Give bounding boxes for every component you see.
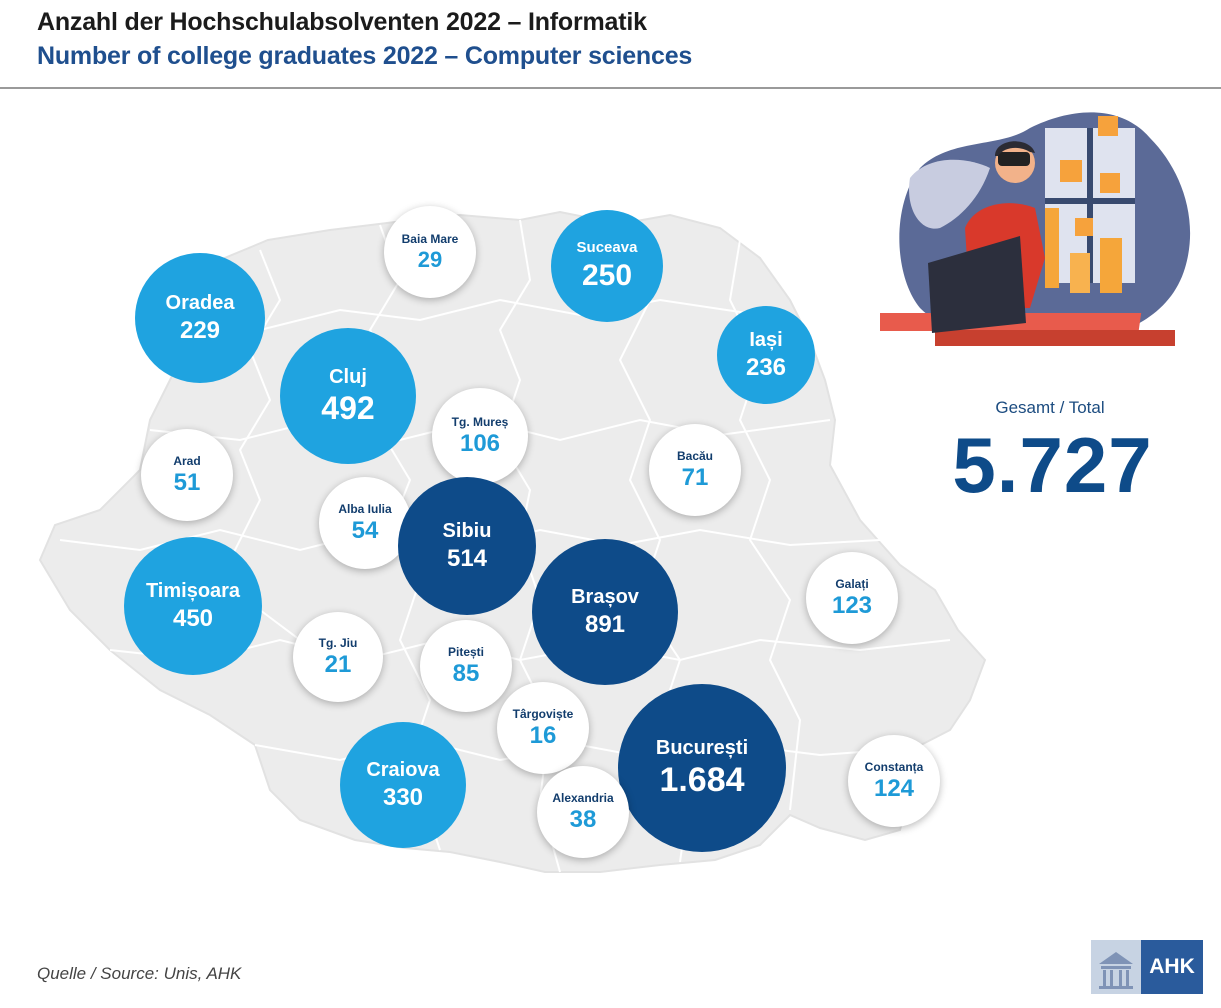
city-bubble: București 1.684	[618, 684, 786, 852]
city-bubble: Craiova 330	[340, 722, 466, 848]
city-name: Galați	[835, 577, 869, 592]
city-bubble: Bacău 71	[649, 424, 741, 516]
graduates-count: 123	[831, 591, 873, 619]
city-bubble: Târgoviște 16	[497, 682, 589, 774]
city-name: Cluj	[329, 365, 367, 388]
graduates-count: 124	[873, 774, 915, 802]
desk-front	[935, 330, 1175, 346]
city-bubble: Tg. Mureș 106	[432, 388, 528, 484]
vr-user-illustration	[880, 112, 1191, 346]
person-hair	[995, 141, 1035, 156]
city-name: Tg. Mureș	[451, 415, 509, 430]
bar-chart-3d-2	[1070, 253, 1090, 293]
city-bubble: Iași 236	[717, 306, 815, 404]
city-name: Suceava	[576, 239, 638, 257]
graduates-count: 229	[179, 316, 221, 344]
city-bubble: Oradea 229	[135, 253, 265, 383]
graduates-count: 38	[569, 805, 597, 833]
graduates-count: 71	[681, 463, 709, 491]
city-name: Târgoviște	[512, 707, 574, 722]
graduates-count: 54	[351, 516, 379, 544]
graduates-count: 492	[321, 389, 375, 426]
city-bubble: Arad 51	[141, 429, 233, 521]
vr-headset-icon	[998, 152, 1030, 166]
city-bubble: Constanța 124	[848, 735, 940, 827]
logo-text: AHK	[1141, 940, 1203, 994]
total-label: Gesamt / Total	[995, 398, 1105, 417]
city-bubble: Cluj 492	[280, 328, 416, 464]
graduates-count: 330	[382, 783, 424, 811]
laptop-screen	[928, 236, 1026, 333]
floating-cube-4	[1075, 218, 1093, 236]
bar-chart-3d-1	[1045, 208, 1059, 288]
city-name: Constanța	[864, 760, 924, 775]
city-name: Alexandria	[552, 791, 614, 806]
ahk-logo: AHK	[1091, 940, 1203, 994]
graduates-count: 514	[446, 544, 488, 572]
window-bar-vertical	[1087, 128, 1093, 283]
city-bubble: Suceava 250	[551, 210, 663, 322]
graduates-count: 29	[417, 246, 443, 272]
city-bubble: Baia Mare 29	[384, 206, 476, 298]
graduates-count: 891	[584, 610, 626, 638]
city-name: Tg. Jiu	[318, 636, 358, 651]
city-bubble: Galați 123	[806, 552, 898, 644]
city-name: Alba Iulia	[338, 502, 392, 517]
graduates-count: 1.684	[659, 760, 745, 799]
city-bubble: Alexandria 38	[537, 766, 629, 858]
graduates-count: 51	[173, 468, 201, 496]
graduates-count: 85	[452, 659, 480, 687]
floating-cube-3	[1100, 173, 1120, 193]
header-divider	[0, 87, 1221, 89]
city-name: Timișoara	[145, 579, 241, 602]
illustration-blob-light	[909, 159, 990, 229]
city-name: Pitești	[447, 645, 484, 660]
title-english: Number of college graduates 2022 – Compu…	[37, 42, 693, 70]
city-name: Oradea	[165, 291, 235, 314]
source-note: Quelle / Source: Unis, AHK	[37, 964, 242, 983]
window-bar-horizontal	[1045, 198, 1135, 204]
graduates-count: 16	[529, 721, 557, 749]
city-name: Arad	[173, 454, 201, 469]
city-name: Sibiu	[442, 519, 492, 542]
graduates-count: 21	[324, 650, 352, 678]
floating-cube-2	[1060, 160, 1082, 182]
city-bubble: Tg. Jiu 21	[293, 612, 383, 702]
city-bubble: Brașov 891	[532, 539, 678, 685]
total-value: 5.727	[952, 421, 1153, 509]
city-name: Brașov	[571, 585, 639, 608]
city-bubble: Pitești 85	[420, 620, 512, 712]
graduates-count: 106	[459, 429, 501, 457]
city-bubble: Alba Iulia 54	[319, 477, 411, 569]
graduates-count: 236	[745, 353, 787, 381]
city-name: Iași	[749, 328, 783, 351]
building-icon	[1091, 940, 1141, 994]
city-name: Bacău	[676, 449, 714, 464]
city-name: Baia Mare	[401, 232, 459, 247]
title-german: Anzahl der Hochschulabsolventen 2022 – I…	[37, 8, 647, 36]
floating-cube-1	[1098, 116, 1118, 136]
city-bubble: Timișoara 450	[124, 537, 262, 675]
bar-chart-3d-3	[1100, 238, 1122, 293]
city-name: Craiova	[366, 758, 440, 781]
city-name: București	[655, 736, 749, 759]
city-bubble: Sibiu 514	[398, 477, 536, 615]
graduates-count: 250	[581, 259, 633, 293]
graduates-count: 450	[172, 604, 214, 632]
